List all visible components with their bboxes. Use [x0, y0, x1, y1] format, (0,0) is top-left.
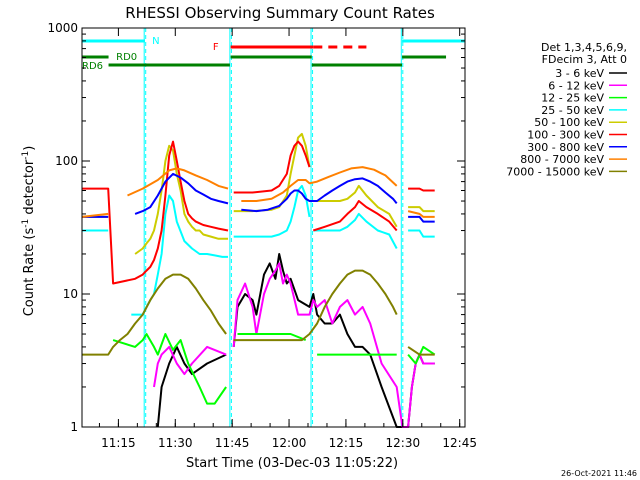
flare-label: F — [213, 42, 219, 53]
y-axis-label-sup2: -1 — [21, 151, 31, 160]
legend-label-7: 300 - 800 keV — [527, 141, 604, 154]
legend-label-6: 100 - 300 keV — [527, 129, 604, 142]
y-axis-label-part2: detector — [22, 159, 37, 219]
y-tick-label-3: 100 — [55, 154, 78, 168]
x-tick-label-5: 12:15 — [329, 436, 364, 450]
series-line-7 — [82, 172, 435, 223]
y-tick-label-4: 1000 — [47, 21, 78, 35]
legend: Det 1,3,4,5,6,9,FDecim 3, Att 03 - 6 keV… — [506, 41, 627, 178]
x-tick-label-2: 11:30 — [158, 436, 193, 450]
legend-label-9: 7000 - 15000 keV — [506, 165, 604, 178]
y-axis-label-part1: Count Rate (s — [22, 228, 37, 317]
series-line-3 — [112, 333, 436, 405]
overlay-group — [143, 28, 404, 427]
legend-label-2: 6 - 12 keV — [548, 79, 604, 92]
plot-frame — [81, 27, 466, 428]
saa-label: RD0 — [116, 52, 137, 63]
legend-label-8: 800 - 7000 keV — [520, 153, 604, 166]
night-label: N — [152, 36, 159, 47]
x-axis: 11:15 11:30 11:45 12:00 12:15 12:30 12:45 — [98, 28, 477, 450]
x-tick-label-7: 12:45 — [442, 436, 477, 450]
legend-label-1: 3 - 6 keV — [555, 67, 604, 80]
legend-header-2: FDecim 3, Att 0 — [542, 53, 627, 66]
y-axis-label-part3: ) — [22, 146, 37, 151]
timestamp: 26-Oct-2021 11:46 — [561, 469, 637, 478]
y-tick-label-2: 10 — [63, 287, 78, 301]
legend-label-3: 12 - 25 keV — [541, 92, 604, 105]
x-tick-label-3: 11:45 — [215, 436, 250, 450]
legend-label-5: 50 - 100 keV — [534, 116, 604, 129]
legend-label-4: 25 - 50 keV — [541, 104, 604, 117]
flag-group: N F RD0 RD6 — [82, 36, 465, 72]
x-tick-label-4: 12:00 — [272, 436, 307, 450]
series-group — [81, 132, 436, 428]
series-line-8 — [81, 166, 435, 218]
y-axis: 1 10 100 1000 — [47, 21, 465, 434]
y-axis-label-sup1: -1 — [21, 219, 31, 228]
saa-label-2: RD6 — [82, 61, 103, 72]
series-line-4 — [82, 184, 435, 316]
legend-header-1: Det 1,3,4,5,6,9, — [541, 41, 627, 54]
x-axis-label: Start Time (03-Dec-03 11:05:22) — [186, 456, 398, 471]
x-tick-label-6: 12:30 — [386, 436, 421, 450]
x-tick-label-1: 11:15 — [101, 436, 136, 450]
y-axis-label: Count Rate (s-1 detector-1) — [21, 146, 37, 317]
series-line-9 — [82, 269, 435, 356]
chart-title: RHESSI Observing Summary Count Rates — [125, 4, 435, 22]
series-line-6 — [82, 140, 435, 285]
y-tick-label-1: 1 — [70, 420, 78, 434]
